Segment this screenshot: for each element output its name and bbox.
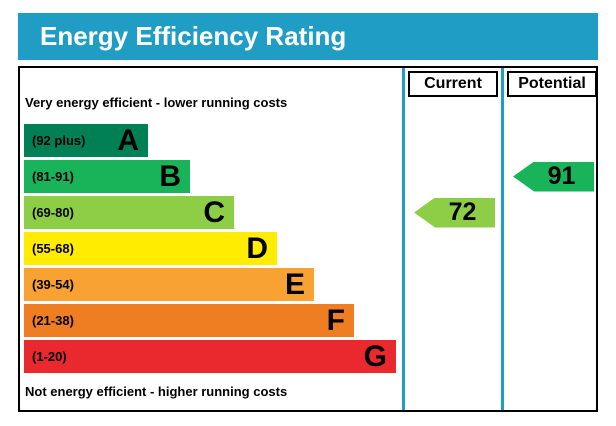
- band-letter: A: [117, 123, 139, 157]
- current-rating-value: 72: [448, 198, 477, 226]
- band-letter: C: [203, 195, 225, 229]
- band-letter: F: [326, 303, 345, 337]
- band-row-e: (39-54) E: [24, 268, 314, 301]
- title-bar: Energy Efficiency Rating: [18, 13, 598, 60]
- potential-rating-arrow: 91: [513, 161, 594, 192]
- epc-chart: Very energy efficient - lower running co…: [18, 66, 598, 412]
- bands-area: Very energy efficient - lower running co…: [20, 68, 402, 410]
- band-letter: B: [159, 159, 181, 193]
- band-range: (55-68): [32, 241, 74, 256]
- band-range: (21-38): [32, 313, 74, 328]
- band-letter: G: [363, 339, 387, 373]
- band-row-c: (69-80) C: [24, 196, 234, 229]
- band-row-b: (81-91) B: [24, 160, 190, 193]
- page-title: Energy Efficiency Rating: [40, 21, 347, 51]
- current-header: Current: [408, 71, 498, 97]
- band-row-g: (1-20) G: [24, 340, 396, 373]
- band-range: (69-80): [32, 205, 74, 220]
- band-letter: D: [246, 231, 268, 265]
- band-row-a: (92 plus) A: [24, 124, 148, 157]
- bottom-caption: Not energy efficient - higher running co…: [25, 384, 288, 399]
- band-row-f: (21-38) F: [24, 304, 354, 337]
- band-letter: E: [284, 267, 305, 301]
- band-range: (39-54): [32, 277, 74, 292]
- potential-column: Potential 91: [501, 68, 600, 410]
- current-rating-arrow: 72: [414, 197, 495, 228]
- band-range: (1-20): [32, 349, 67, 364]
- top-caption: Very energy efficient - lower running co…: [25, 95, 288, 110]
- band-range: (92 plus): [32, 133, 86, 148]
- potential-header: Potential: [507, 71, 597, 97]
- bands-container: (92 plus) A (81-91) B (69-80) C (55-68) D (39-54…: [24, 124, 396, 376]
- potential-rating-value: 91: [547, 162, 576, 190]
- current-column: Current 72: [402, 68, 501, 410]
- band-range: (81-91): [32, 169, 74, 184]
- band-row-d: (55-68) D: [24, 232, 277, 265]
